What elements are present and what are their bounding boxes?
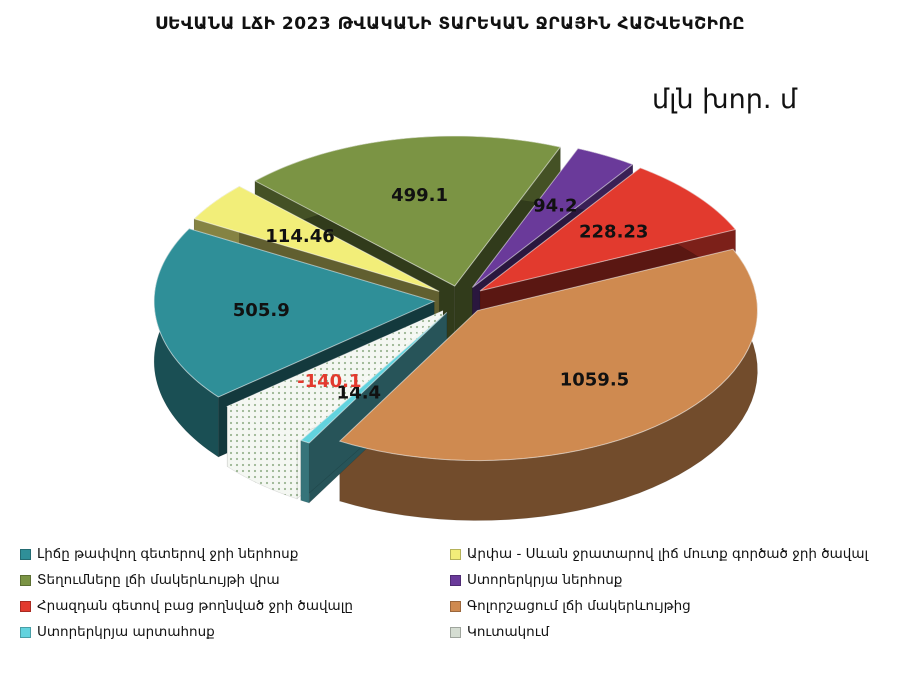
unit-label: մլն խոր. մ [652,84,798,115]
slice-value-label-6: 14.4 [337,383,381,404]
chart-title: ՍԵՎԱՆԱ ԼՃԻ 2023 ԹՎԱԿԱՆԻ ՏԱՐԵԿԱՆ ՋՐԱՅԻՆ Հ… [155,14,745,34]
legend-label-2: Տեղումները լճի մակերևույթի վրա [37,572,280,588]
legend-swatch-7 [450,626,461,638]
slice-5 [338,248,759,462]
slice-3 [472,147,634,288]
legend-label-3: Ստորերկրյա ներհոսք [467,572,623,588]
legend-item-1: Արփա - Սևան ջրատարով լիճ մուտք գործած ջր… [450,546,868,562]
slice-0 [153,228,436,398]
slice-value-label-0: 505.9 [233,300,290,321]
slice-2 [253,135,562,287]
slice-value-label-5: 1059.5 [560,369,629,390]
legend-swatch-6 [20,626,31,638]
legend-label-0: Լիճը թափվող գետերով ջրի ներհոսք [37,546,299,562]
legend-item-7: Կուտակում [450,624,549,640]
legend-item-2: Տեղումները լճի մակերևույթի վրա [20,572,280,588]
legend-swatch-5 [450,600,461,612]
legend-item-4: Հրազդան գետով բաց թողնված ջրի ծավալը [20,598,353,614]
slice-value-label-2: 499.1 [391,185,448,206]
legend-item-3: Ստորերկրյա ներհոսք [450,572,622,588]
legend-label-4: Հրազդան գետով բաց թողնված ջրի ծավալը [37,598,353,614]
legend-swatch-4 [20,600,31,612]
slice-1 [193,185,440,292]
slice-value-label-3: 94.2 [533,196,577,217]
slice-value-label-4: 228.23 [579,222,648,243]
legend-item-6: Ստորերկրյա արտահոսք [20,624,215,640]
slice-value-label-7: -140.1 [297,371,361,392]
slice-side-6 [300,439,310,504]
slice-value-label-1: 114.46 [265,226,334,247]
legend-label-6: Ստորերկրյա արտահոսք [37,624,215,640]
slice-7 [226,310,444,440]
pie-tops [153,135,759,462]
legend-label-5: Գոլորշացում լճի մակերևույթից [467,598,691,614]
legend-label-1: Արփա - Սևան ջրատարով լիճ մուտք գործած ջր… [467,546,869,562]
legend-label-7: Կուտակում [467,624,550,640]
legend-swatch-0 [20,548,31,560]
legend-swatch-3 [450,574,461,586]
legend-item-5: Գոլորշացում լճի մակերևույթից [450,598,691,614]
legend-item-0: Լիճը թափվող գետերով ջրի ներհոսք [20,546,298,562]
legend-swatch-2 [20,574,31,586]
slice-6 [299,311,448,444]
slice-4 [479,167,737,292]
legend-swatch-1 [450,548,461,560]
